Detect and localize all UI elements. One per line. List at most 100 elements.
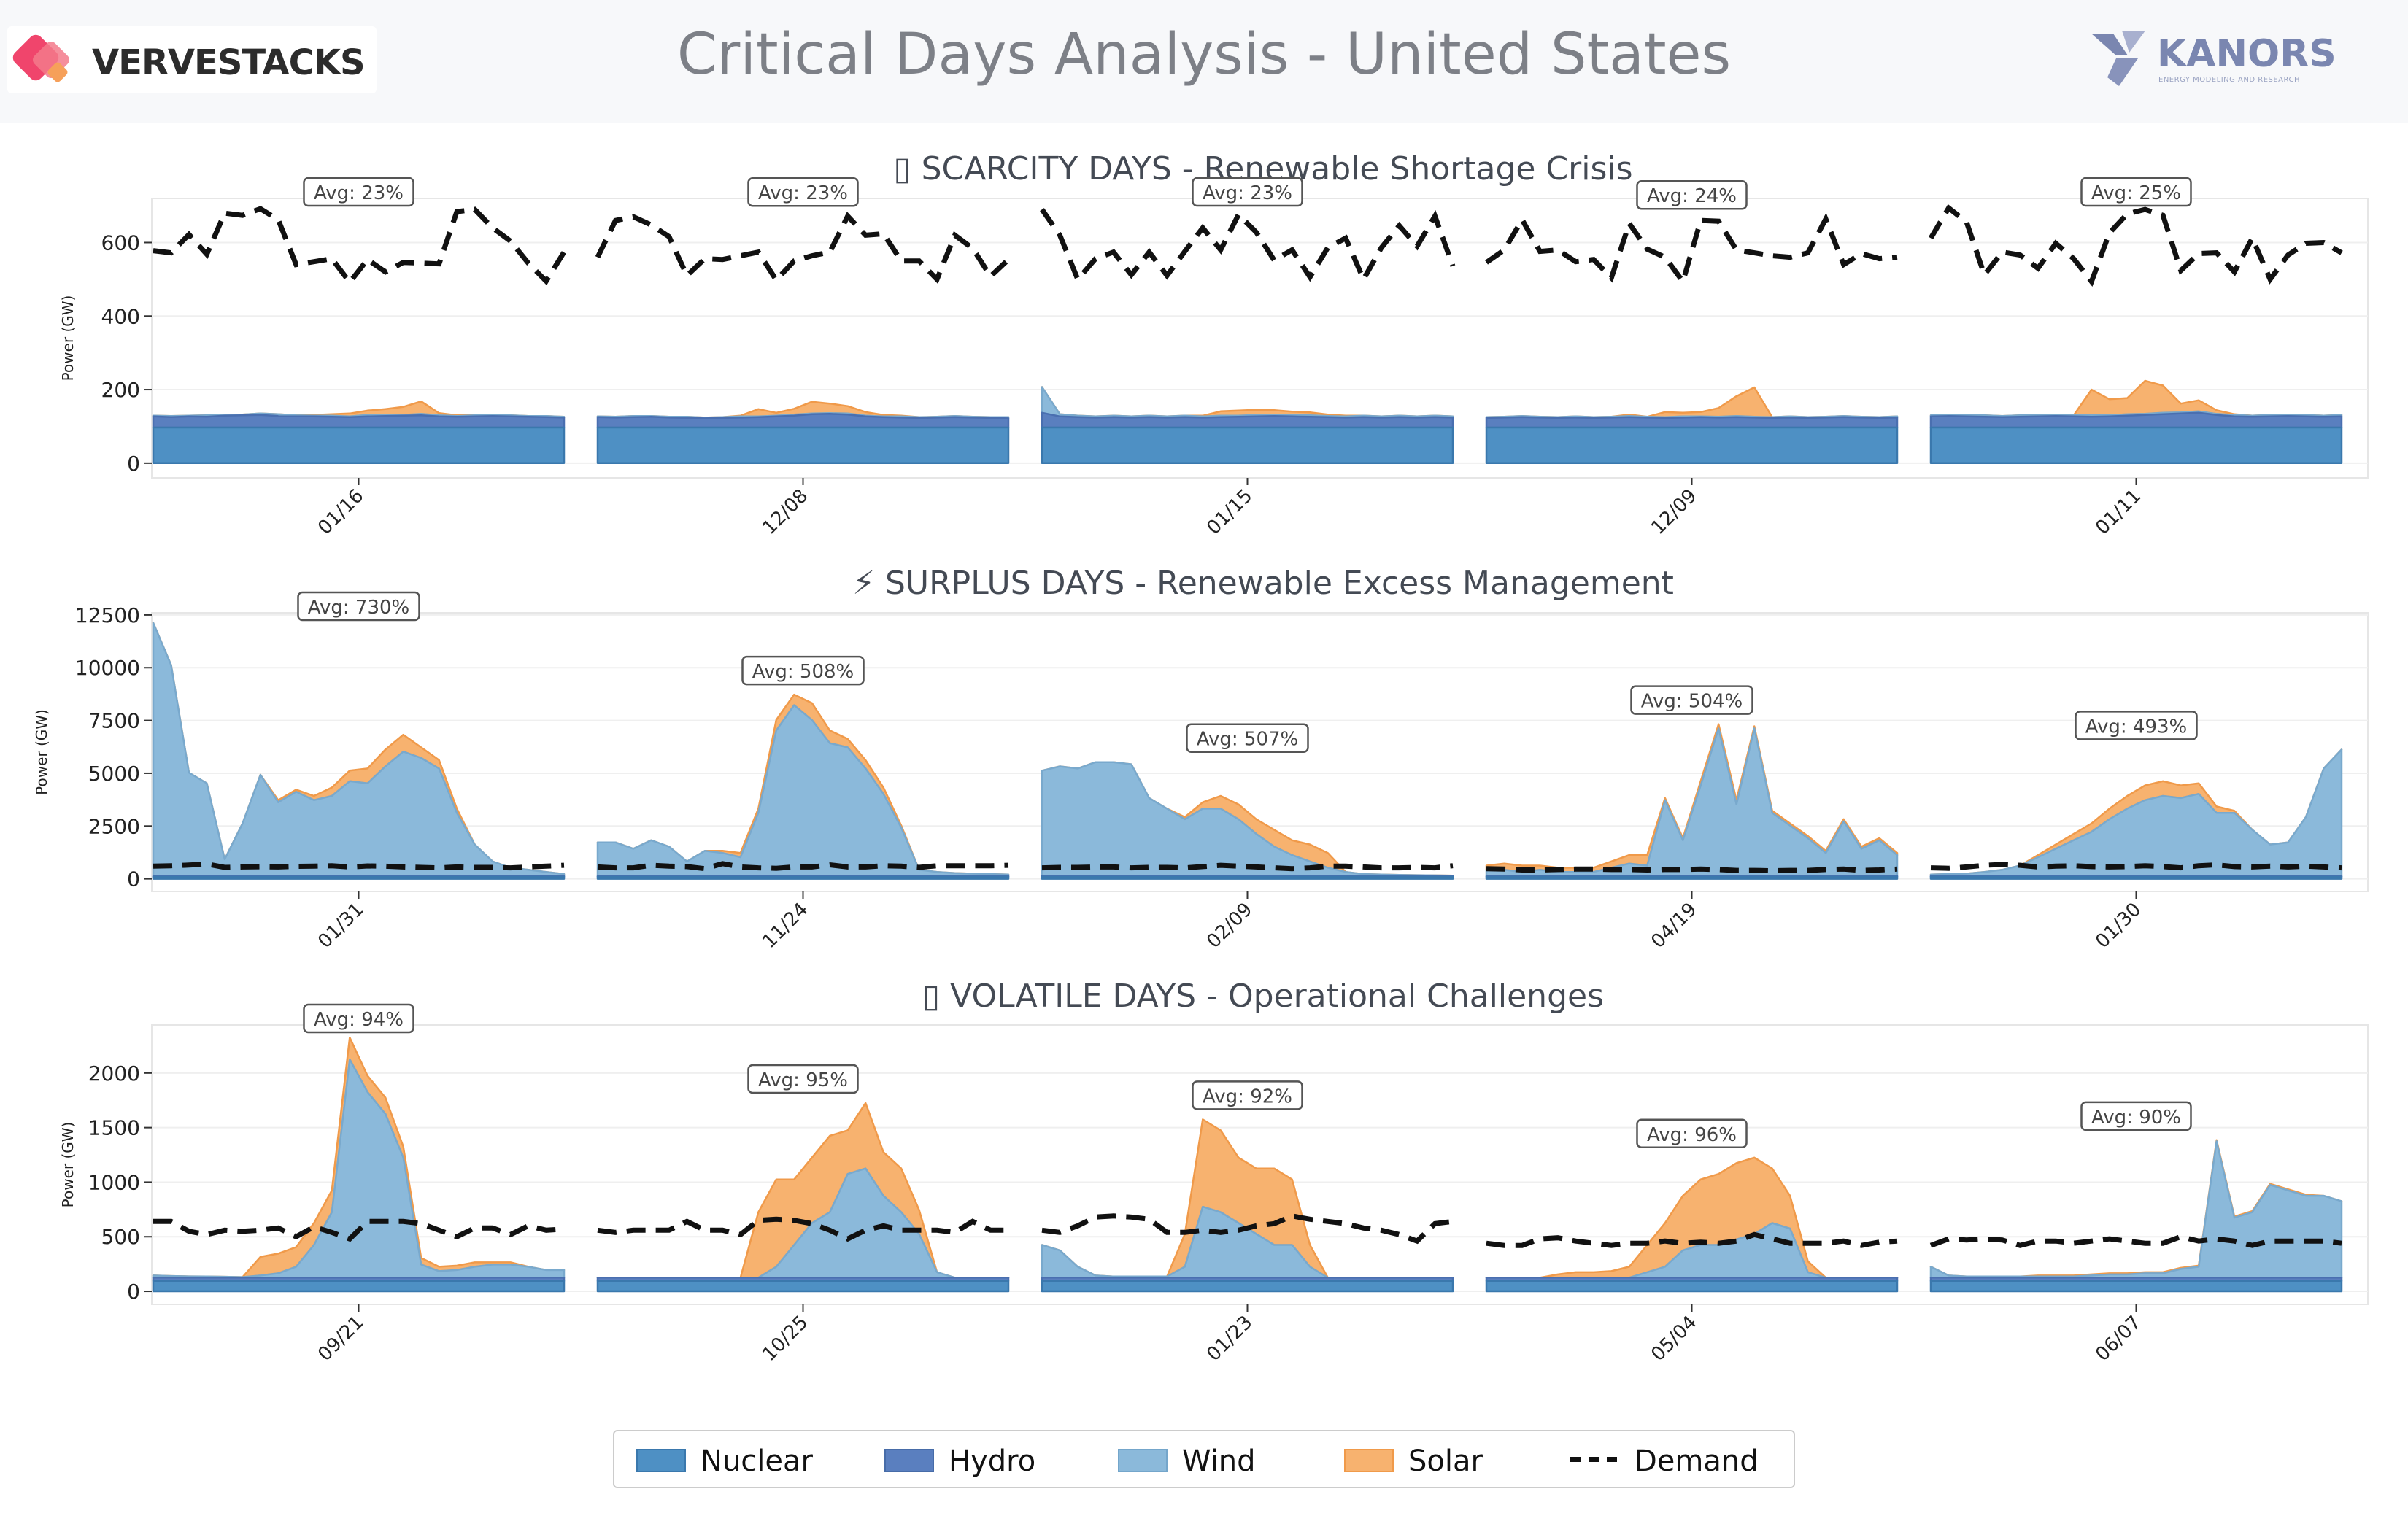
avg-label: Avg: 25% [2091,182,2181,204]
x-tick-label: 02/09 [1203,899,1257,953]
avg-label: Avg: 24% [1647,185,1737,207]
avg-badge [1186,723,1309,753]
avg-badge [1192,1080,1303,1110]
hydro-area [152,414,566,429]
x-tick-label: 01/15 [1203,485,1257,539]
legend-swatch-hydro [884,1449,934,1472]
x-tick-label: 06/07 [2091,1312,2145,1366]
y-tick-label: 5000 [88,762,140,786]
nuclear-area [152,426,566,465]
nuclear-area [1485,875,1899,880]
avg-badge [1636,1118,1748,1149]
demand-line [153,1218,565,1242]
demand-line [1041,1213,1454,1245]
avg-label: Avg: 96% [1647,1124,1737,1146]
avg-label: Avg: 90% [2091,1107,2181,1129]
avg-badge [303,177,414,207]
legend-label-solar: Solar [1408,1444,1483,1478]
day-5: 01/30 Avg: 493% [1929,711,2343,953]
y-axis-label: Power (GW) [59,295,77,382]
demand-line [1041,862,1454,872]
avg-badge [1636,179,1748,210]
x-tick-label: 05/04 [1647,1312,1701,1366]
x-tick-label: 01/31 [314,899,368,953]
vervestacks-logo: VERVESTACKS [7,26,377,93]
y-tick-label: 0 [127,867,140,891]
day-2: 10/25 Avg: 95% [596,1064,1010,1366]
nuclear-area [596,875,1010,880]
kanors-logo: KANORS ENERGY MODELING AND RESEARCH [2087,26,2350,92]
x-tick-label: 12/08 [758,485,812,539]
x-tick-label: 01/16 [314,485,368,539]
day-1: 09/21 Avg: 94% [152,1003,566,1366]
legend-swatch-solar [1344,1449,1394,1472]
avg-label: Avg: 23% [758,182,848,204]
demand-line [1486,866,1898,874]
y-tick-label: 500 [101,1225,140,1249]
panel-3: 0 500 1000 1500 2000 Power (GW) ▯ VOLATILE DAY… [59,978,2369,1366]
avg-badge [747,177,859,207]
x-tick-label: 01/23 [1203,1312,1257,1366]
nuclear-area [1041,1280,1454,1293]
nuclear-area [596,426,1010,465]
nuclear-area [1485,1280,1899,1293]
legend-swatch-nuclear [636,1449,686,1472]
y-axis-label: Power (GW) [59,1122,77,1208]
legend-label-nuclear: Nuclear [701,1444,813,1478]
avg-badge [741,655,865,686]
demand-line [1929,1234,2342,1248]
kanors-logo-mark [2091,31,2145,86]
demand-line [597,861,1009,872]
day-1: 01/31 Avg: 730% [152,591,566,953]
x-tick-label: 01/11 [2091,485,2145,539]
kanors-tagline: ENERGY MODELING AND RESEARCH [2158,76,2300,84]
legend-label-demand: Demand [1635,1444,1759,1478]
avg-label: Avg: 493% [2085,716,2188,738]
avg-label: Avg: 23% [314,182,404,204]
y-tick-label: 1500 [88,1116,140,1140]
y-axis-label: Power (GW) [33,709,50,795]
nuclear-area [1485,426,1899,465]
demand-line [1486,1231,1898,1248]
panel-title: ⚡ SURPLUS DAYS - Renewable Excess Manage… [852,565,1674,602]
y-tick-label: 1000 [88,1170,140,1194]
demand-line [597,1216,1008,1242]
legend-label-wind: Wind [1182,1444,1256,1478]
legend-swatch-demand [1570,1457,1617,1462]
x-tick-label: 09/21 [314,1312,368,1366]
demand-line [595,212,1011,285]
avg-badge [2075,711,2198,740]
avg-label: Avg: 94% [314,1009,404,1031]
avg-label: Avg: 92% [1203,1086,1292,1107]
vervestacks-wordmark: VERVESTACKS [92,42,366,83]
demand-line [1040,208,1456,285]
avg-badge [303,1003,414,1034]
avg-label: Avg: 730% [308,597,410,619]
x-tick-label: 11/24 [758,899,812,953]
page-title: Critical Days Analysis - United States [676,22,1732,88]
x-tick-label: 10/25 [758,1312,812,1366]
avg-label: Avg: 507% [1197,729,1299,751]
y-tick-label: 12500 [75,603,140,627]
hydro-area [1485,416,1899,429]
y-tick-label: 2000 [88,1061,140,1086]
demand-line [153,861,565,871]
avg-badge [2080,177,2192,207]
panel-2: 0 2500 5000 7500 10000 12500 Power (GW) ⚡ SURPL… [33,565,2369,953]
header-bar: VERVESTACKS Critical Days Analysis - Uni… [0,0,2408,123]
y-tick-label: 400 [101,304,140,328]
y-tick-label: 0 [127,1280,140,1304]
legend-swatch-wind [1118,1449,1168,1472]
avg-badge [1630,685,1753,715]
legend-label-hydro: Hydro [949,1444,1036,1478]
y-tick-label: 0 [127,452,140,476]
y-tick-label: 200 [101,378,140,402]
demand-line [1930,862,2342,871]
nuclear-area [152,875,566,880]
nuclear-area [1929,875,2343,880]
day-5: 06/07 Avg: 90% [1929,1101,2343,1366]
chart-legend: Nuclear Hydro Wind Solar Demand [613,1430,1795,1488]
demand-line [1928,204,2343,287]
